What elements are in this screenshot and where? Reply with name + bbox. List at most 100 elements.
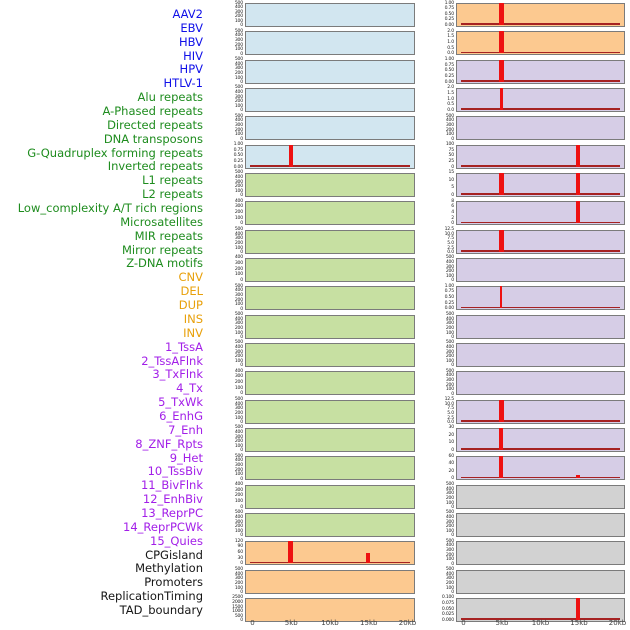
y-axis-ticks: 500 400 300 200 100 0 <box>204 114 243 142</box>
y-tick: 1500 <box>232 604 243 610</box>
y-tick: 200 <box>234 70 243 76</box>
y-tick: 200 <box>445 354 454 360</box>
x-axis-tick-label: 10kb <box>531 619 550 627</box>
y-tick: 400 <box>445 543 454 549</box>
y-tick: 2.5 <box>447 245 454 251</box>
y-tick: 400 <box>445 316 454 322</box>
y-tick: 300 <box>445 378 454 384</box>
y-tick: 200 <box>234 439 243 445</box>
y-tick: 25 <box>448 158 455 164</box>
y-tick: 0 <box>240 363 243 369</box>
y-tick: 2 <box>451 215 454 221</box>
profile-panel-alu-repeats <box>245 172 415 197</box>
density-spike-5kb <box>498 399 504 422</box>
density-baseline <box>461 51 620 54</box>
profile-panel-g-quadruplex-forming-repeats <box>245 286 415 311</box>
y-tick: 40 <box>448 461 455 467</box>
y-tick: 400 <box>445 260 454 266</box>
y-tick: 0 <box>451 164 454 170</box>
y-tick: 100 <box>445 142 454 148</box>
x-axis-tick-label: 0 <box>461 619 466 627</box>
y-tick: 0 <box>240 533 243 539</box>
y-tick: 0.000 <box>441 617 454 623</box>
y-tick: 500 <box>234 397 243 403</box>
y-axis-ticks: 15 10 5 0 <box>415 171 455 198</box>
y-tick: 1.0 <box>447 96 454 102</box>
y-tick: 300 <box>234 179 243 185</box>
y-tick: 0.75 <box>444 289 455 295</box>
feature-label-15-quies: 15_Quies <box>150 533 203 548</box>
density-spike-15kb <box>576 172 581 195</box>
y-tick: 400 <box>234 118 243 124</box>
profile-panel-1-tssa <box>456 59 625 84</box>
profile-panel-htlv-1 <box>245 144 415 169</box>
feature-label-replicationtiming: ReplicationTiming <box>100 589 204 604</box>
x-axis-tick-label: 15kb <box>360 619 378 627</box>
y-tick: 20 <box>448 432 455 438</box>
feature-label-microsatellites: Microsatellites <box>120 214 203 229</box>
y-tick: 500 <box>234 227 243 233</box>
y-tick: 0 <box>451 221 454 227</box>
profile-panel-dup <box>245 597 415 622</box>
y-axis-ticks: 400 300 200 100 0 <box>204 483 243 510</box>
y-tick: 400 <box>234 198 243 204</box>
density-baseline <box>461 306 620 309</box>
y-axis-ticks: 500 400 300 200 100 0 <box>204 398 243 425</box>
profile-panel-9-het <box>456 286 625 311</box>
y-tick: 400 <box>234 430 243 436</box>
y-tick: 2.5 <box>447 415 454 421</box>
y-tick: 0 <box>240 193 243 199</box>
y-tick: 100 <box>445 273 454 279</box>
y-tick: 20 <box>448 468 455 474</box>
y-tick: 100 <box>234 585 243 591</box>
profile-panel-2-tssaflnk <box>456 87 625 112</box>
y-tick: 200 <box>234 42 243 48</box>
y-axis-ticks: 12.5 10.0 7.5 5.0 2.5 0.0 <box>415 228 455 255</box>
y-tick: 0.25 <box>233 158 244 164</box>
y-tick: 500 <box>234 453 243 459</box>
y-axis-ticks: 100 75 50 25 0 <box>415 143 454 170</box>
y-axis-ticks: 1.00 0.75 0.50 0.25 0.00 <box>204 143 244 170</box>
feature-label-inv: INV <box>183 325 203 340</box>
density-baseline <box>461 221 620 224</box>
y-tick: 100 <box>234 132 243 138</box>
y-tick: 0.050 <box>441 606 454 612</box>
y-tick: 75 <box>448 147 455 153</box>
y-tick: 12.5 <box>444 397 455 403</box>
y-axis-ticks: 500 400 300 200 100 0 <box>204 313 243 340</box>
density-spike-5kb <box>288 541 294 564</box>
y-tick: 500 <box>445 340 454 346</box>
y-tick: 200 <box>234 380 243 386</box>
y-tick: 200 <box>234 493 243 499</box>
y-tick: 400 <box>234 515 243 521</box>
density-spike-5kb <box>500 87 503 110</box>
feature-label-ins: INS <box>183 311 203 326</box>
y-tick: 0 <box>240 391 243 397</box>
y-tick: 400 <box>234 401 243 407</box>
y-tick: 500 <box>445 312 454 318</box>
feature-label-hpv: HPV <box>179 62 203 77</box>
density-spike-5kb <box>500 286 503 309</box>
y-tick: 10 <box>448 177 455 183</box>
y-tick: 0 <box>240 51 243 57</box>
y-tick: 0.75 <box>444 62 455 68</box>
y-axis-ticks: 400 300 200 100 0 <box>204 369 243 397</box>
y-tick: 300 <box>234 293 243 299</box>
density-spike-15kb <box>576 475 581 479</box>
y-tick: 0.00 <box>444 22 455 28</box>
y-tick: 0.75 <box>233 147 244 153</box>
feature-label-5-txwk: 5_TxWk <box>158 395 203 410</box>
y-axis-ticks: 500 400 300 200 100 0 <box>204 511 243 538</box>
profile-panel-ebv <box>245 31 415 56</box>
y-tick: 0.25 <box>444 300 455 306</box>
y-tick: 100 <box>234 528 243 534</box>
y-tick: 60 <box>448 453 455 459</box>
profile-panel-14-reprpcwk <box>456 427 625 452</box>
y-tick: 0 <box>240 80 243 86</box>
y-axis-ticks: 500 400 300 200 100 0 <box>204 568 243 595</box>
y-tick: 0.100 <box>441 595 454 601</box>
y-tick: 100 <box>234 358 243 364</box>
profile-panel-replicationtiming <box>456 569 625 594</box>
y-tick: 300 <box>445 576 454 582</box>
y-tick: 200 <box>445 580 454 586</box>
